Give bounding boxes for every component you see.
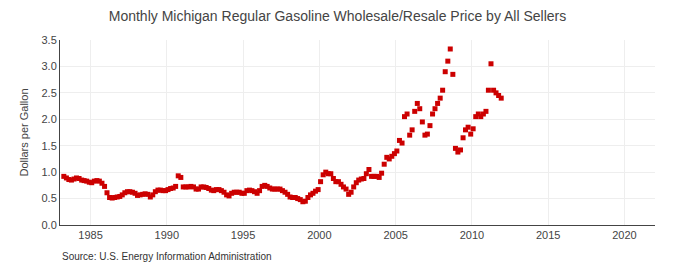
svg-text:Source: U.S. Energy Informatio: Source: U.S. Energy Information Administ… (62, 251, 272, 262)
svg-text:1985: 1985 (78, 229, 102, 241)
svg-text:1995: 1995 (231, 229, 255, 241)
svg-text:1990: 1990 (155, 229, 179, 241)
svg-text:2.5: 2.5 (42, 87, 57, 99)
svg-text:2.0: 2.0 (42, 113, 57, 125)
svg-text:0.5: 0.5 (42, 192, 57, 204)
svg-text:1.0: 1.0 (42, 166, 57, 178)
svg-text:Dollars per Gallon: Dollars per Gallon (18, 88, 30, 176)
svg-text:2010: 2010 (460, 229, 484, 241)
svg-text:Monthly Michigan Regular Gasol: Monthly Michigan Regular Gasoline Wholes… (109, 8, 567, 24)
svg-text:2000: 2000 (307, 229, 331, 241)
svg-text:1.5: 1.5 (42, 140, 57, 152)
svg-text:2020: 2020 (612, 229, 636, 241)
svg-text:3.0: 3.0 (42, 60, 57, 72)
svg-text:0.0: 0.0 (42, 219, 57, 231)
svg-text:3.5: 3.5 (42, 34, 57, 46)
svg-text:2005: 2005 (383, 229, 407, 241)
svg-text:2015: 2015 (536, 229, 560, 241)
